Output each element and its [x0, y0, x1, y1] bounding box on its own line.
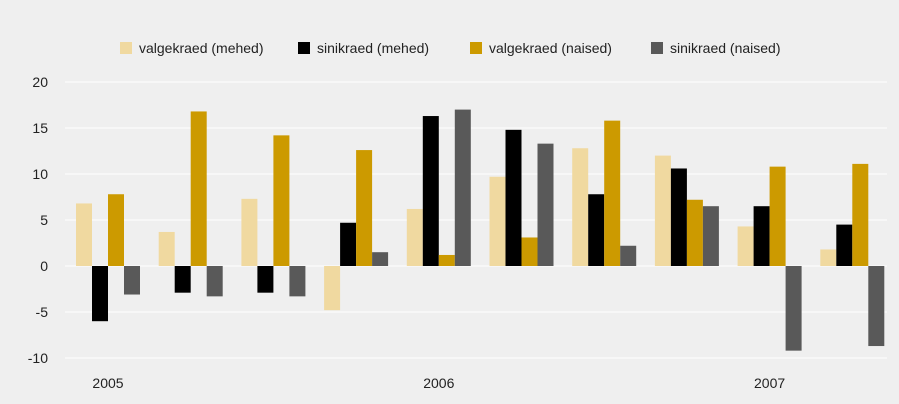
bar-sinikraed-naised [206, 266, 223, 297]
legend-swatch [120, 42, 132, 54]
legend-item: sinikraed (mehed) [298, 40, 429, 56]
x-tick-label: 2007 [754, 375, 785, 391]
legend-swatch [470, 42, 482, 54]
y-tick-label: 5 [40, 212, 48, 228]
bar-valgekraed-naised [108, 194, 124, 266]
bar-valgekraed-mehed [76, 203, 92, 266]
bar-valgekraed-mehed [406, 208, 423, 266]
bar-sinikraed-naised [124, 266, 140, 295]
bar-sinikraed-naised [620, 245, 637, 266]
bar-valgekraed-mehed [158, 231, 175, 266]
bar-valgekraed-naised [521, 237, 538, 266]
bar-sinikraed-mehed [505, 129, 522, 266]
bar-valgekraed-mehed [572, 148, 589, 266]
bar-valgekraed-naised [769, 166, 786, 266]
legend-label: sinikraed (mehed) [317, 40, 429, 56]
y-tick-label: 0 [40, 258, 48, 274]
bar-sinikraed-mehed [670, 168, 687, 266]
bar-sinikraed-mehed [588, 194, 605, 266]
bar-valgekraed-naised [438, 254, 455, 266]
bar-sinikraed-naised [702, 206, 719, 266]
bar-sinikraed-naised [454, 109, 471, 266]
legend-label: valgekraed (naised) [489, 40, 612, 56]
bar-valgekraed-naised [356, 150, 373, 266]
y-tick-label: 10 [32, 166, 48, 182]
bar-valgekraed-mehed [241, 198, 258, 266]
legend-swatch [651, 42, 663, 54]
bar-valgekraed-naised [852, 163, 869, 266]
legend-swatch [298, 42, 310, 54]
y-tick-label: 15 [32, 120, 48, 136]
bar-valgekraed-mehed [654, 155, 671, 266]
bar-valgekraed-naised [190, 111, 207, 266]
bar-sinikraed-naised [785, 266, 802, 351]
bar-valgekraed-mehed [737, 226, 754, 266]
y-tick-label: -10 [28, 350, 48, 366]
legend-label: valgekraed (mehed) [139, 40, 264, 56]
bars [76, 109, 885, 351]
bar-sinikraed-mehed [422, 116, 439, 266]
bar-sinikraed-naised [537, 143, 554, 266]
bar-valgekraed-naised [686, 199, 703, 266]
bar-sinikraed-naised [372, 252, 389, 266]
bar-sinikraed-mehed [340, 222, 357, 266]
legend-label: sinikraed (naised) [670, 40, 781, 56]
bar-sinikraed-mehed [257, 266, 274, 293]
bar-valgekraed-naised [273, 135, 290, 266]
x-tick-label: 2005 [92, 375, 123, 391]
bar-sinikraed-mehed [753, 206, 770, 266]
x-axis: 2005 2006 2007 [92, 375, 785, 391]
y-tick-label: 20 [32, 74, 48, 90]
legend-item: valgekraed (naised) [470, 40, 612, 56]
x-tick-label: 2006 [423, 375, 454, 391]
bar-valgekraed-mehed [489, 176, 506, 266]
bar-sinikraed-naised [289, 266, 306, 297]
bar-valgekraed-mehed [820, 249, 837, 266]
bar-sinikraed-naised [868, 266, 885, 347]
y-axis: 20 15 10 5 0 -5 -10 [28, 74, 48, 366]
legend: valgekraed (mehed) sinikraed (mehed) valge… [120, 40, 781, 56]
bar-sinikraed-mehed [174, 266, 191, 293]
bar-sinikraed-mehed [92, 266, 108, 322]
bar-valgekraed-naised [604, 120, 621, 266]
y-tick-label: -5 [36, 304, 49, 320]
legend-item: valgekraed (mehed) [120, 40, 264, 56]
bar-valgekraed-mehed [324, 266, 341, 311]
legend-item: sinikraed (naised) [651, 40, 781, 56]
bar-sinikraed-mehed [836, 224, 853, 266]
